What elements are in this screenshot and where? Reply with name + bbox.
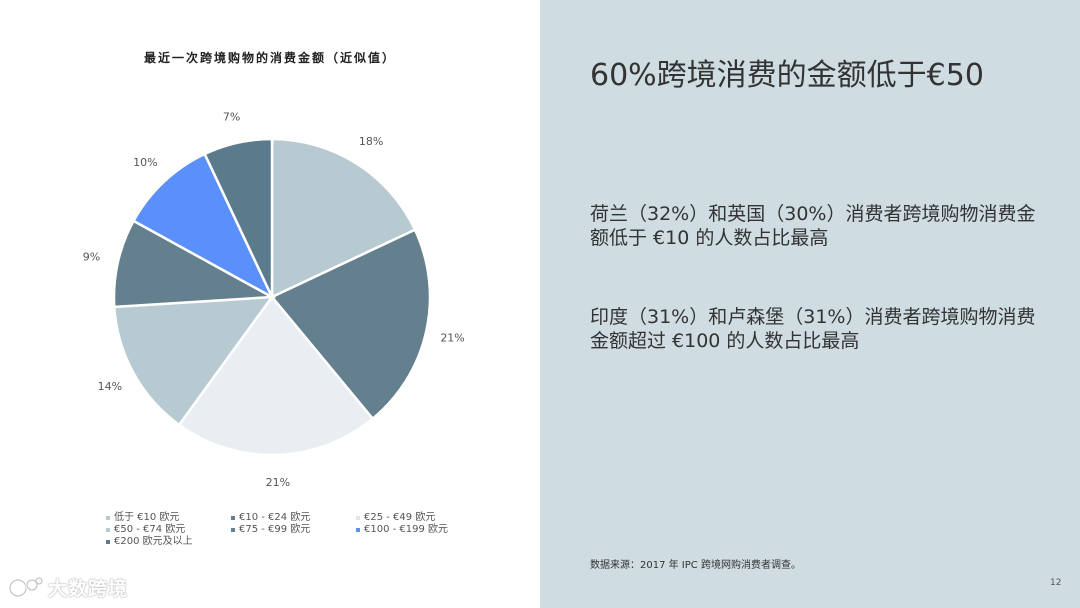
pie-chart: 18% 21% 21% 14% 9% 10% 7% — [83, 110, 465, 489]
legend-swatch — [231, 516, 235, 520]
legend-swatch — [106, 540, 110, 544]
legend-item: €75 - €99 欧元 — [231, 524, 356, 536]
slice-label: 21% — [440, 331, 464, 344]
slice-label: 18% — [359, 135, 383, 148]
slice-label: 14% — [98, 380, 122, 393]
pie-slice — [270, 228, 432, 421]
legend-label: €25 - €49 欧元 — [364, 512, 436, 523]
legend-label: €75 - €99 欧元 — [239, 524, 311, 535]
slice-label: 21% — [266, 476, 290, 489]
headline: 60%跨境消费的金额低于€50 — [590, 58, 984, 93]
legend-label: €100 - €199 欧元 — [364, 524, 449, 535]
slice-label: 9% — [83, 251, 100, 264]
page-number: 12 — [1050, 578, 1062, 588]
legend-item: €200 欧元及以上 — [106, 536, 231, 548]
legend-item: €100 - €199 欧元 — [356, 524, 486, 536]
chart-legend: 低于 €10 欧元 €10 - €24 欧元 €25 - €49 欧元 €50 - €… — [106, 512, 506, 548]
legend-item: 低于 €10 欧元 — [106, 512, 231, 524]
logo-text: 大数跨境 — [48, 578, 129, 600]
slice-label: 10% — [133, 156, 157, 169]
logo: 大数跨境 — [8, 574, 128, 601]
text-panel — [540, 0, 1080, 608]
legend-swatch — [106, 516, 110, 520]
chart-title: 最近一次跨境购物的消费金额（近似值） — [143, 51, 396, 65]
finding-paragraph-2: 印度（31%）和卢森堡（31%）消费者跨境购物消费金额超过 €100 的人数占比… — [590, 306, 1036, 352]
slice-label: 7% — [223, 110, 240, 123]
legend-swatch — [356, 516, 360, 520]
pie-slice — [270, 137, 417, 299]
legend-item: €25 - €49 欧元 — [356, 512, 486, 524]
legend-item: €50 - €74 欧元 — [106, 524, 231, 536]
chart-panel: 最近一次跨境购物的消费金额（近似值） 18% 21% 21% 14% 9% 10% 7% 低… — [8, 51, 506, 601]
legend-label: 低于 €10 欧元 — [114, 512, 180, 523]
source-note: 数据来源：2017 年 IPC 跨境网购消费者调查。 — [590, 560, 801, 571]
legend-swatch — [356, 528, 360, 532]
pie-slice — [131, 152, 275, 300]
pie-slice — [177, 294, 375, 457]
legend-label: €10 - €24 欧元 — [239, 512, 311, 523]
legend-label: €50 - €74 欧元 — [114, 524, 186, 535]
pie-slice — [112, 219, 277, 309]
legend-swatch — [231, 528, 235, 532]
legend-item: €10 - €24 欧元 — [231, 512, 356, 524]
finding-paragraph-1: 荷兰（32%）和英国（30%）消费者跨境购物消费金额低于 €10 的人数占比最高 — [590, 203, 1036, 249]
legend-swatch — [106, 528, 110, 532]
logo-icon — [8, 577, 43, 597]
pie-slice — [203, 137, 274, 298]
pie-slice — [112, 295, 275, 427]
legend-label: €200 欧元及以上 — [114, 536, 193, 547]
